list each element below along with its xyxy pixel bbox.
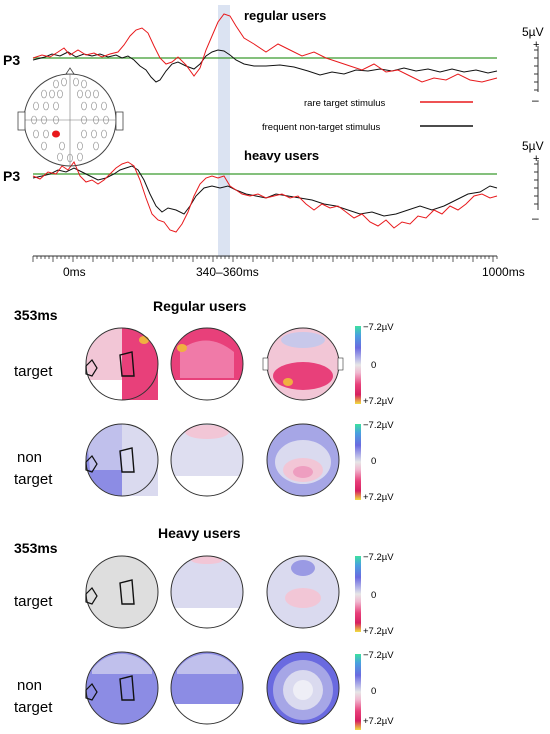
topomap-regular-nontarget-mid (170, 423, 244, 498)
svg-text:+7.2µV: +7.2µV (363, 492, 394, 503)
group-title-regular: Regular users (153, 298, 247, 314)
time-label-start: 0ms (63, 265, 86, 279)
svg-text:0: 0 (371, 456, 376, 467)
color-scale-3: −7.2µV 0 +7.2µV (355, 552, 394, 637)
row-label-heavy-nontarget-1: non (17, 677, 42, 694)
svg-text:+7.2µV: +7.2µV (363, 626, 394, 637)
row-label-regular-target: target (14, 363, 53, 380)
legend-label-target: rare target stimulus (304, 98, 386, 109)
color-scale-2: −7.2µV 0 +7.2µV (355, 420, 394, 503)
svg-text:−7.2µV: −7.2µV (363, 322, 394, 333)
panel-title-heavy: heavy users (244, 148, 319, 163)
row-label-heavy-target: target (14, 593, 53, 610)
topomap-regular-target-mid (170, 327, 244, 402)
svg-text:0: 0 (371, 590, 376, 601)
waveform-regular-target (32, 13, 498, 83)
topomap-heavy-target-mid (170, 555, 244, 630)
group-title-heavy: Heavy users (158, 525, 241, 541)
svg-text:–: – (532, 211, 539, 225)
electrode-head-map (17, 67, 124, 167)
row-label-regular-nontarget-2: target (14, 471, 53, 488)
panel-title-regular: regular users (244, 8, 326, 23)
electrode-label-bottom: P3 (3, 168, 20, 184)
timestamp-heavy: 353ms (14, 540, 58, 556)
p3-electrode-marker (52, 130, 60, 138)
svg-text:+: + (533, 39, 539, 51)
svg-text:–: – (532, 93, 539, 107)
topomap-regular-nontarget-right (266, 423, 340, 497)
topomap-heavy-nontarget-mid (170, 651, 244, 726)
svg-text:−7.2µV: −7.2µV (363, 552, 394, 563)
topomap-regular-nontarget-left (85, 423, 159, 497)
topomap-regular-target-left (85, 327, 159, 401)
waveform-regular-nontarget (32, 49, 498, 83)
color-scale-4: −7.2µV 0 +7.2µV (355, 650, 394, 730)
waveform-heavy-target (32, 161, 498, 233)
svg-text:−7.2µV: −7.2µV (363, 420, 394, 431)
svg-text:+: + (533, 153, 539, 165)
time-label-end: 1000ms (482, 265, 525, 279)
svg-text:0: 0 (371, 686, 376, 697)
row-label-regular-nontarget-1: non (17, 449, 42, 466)
svg-text:5µV: 5µV (522, 139, 544, 153)
topomap-heavy-nontarget-left (85, 651, 159, 725)
svg-text:5µV: 5µV (522, 25, 544, 39)
row-label-heavy-nontarget-2: target (14, 699, 53, 716)
svg-text:+7.2µV: +7.2µV (363, 396, 394, 407)
legend-label-nontarget: frequent non-target stimulus (262, 122, 381, 133)
topomap-regular-target-right (262, 327, 344, 401)
amplitude-scale-top: 5µV + – (522, 25, 544, 107)
color-scale-1: −7.2µV 0 +7.2µV (355, 322, 394, 407)
electrode-label-top: P3 (3, 52, 20, 68)
topomap-heavy-nontarget-right (266, 651, 340, 725)
topomap-heavy-target-right (266, 555, 340, 629)
time-window-highlight (218, 5, 230, 257)
time-label-window: 340–360ms (196, 265, 259, 279)
timestamp-regular: 353ms (14, 307, 58, 323)
svg-text:−7.2µV: −7.2µV (363, 650, 394, 661)
svg-text:0: 0 (371, 360, 376, 371)
amplitude-scale-bottom: 5µV + – (522, 139, 544, 225)
topomap-heavy-target-left (85, 555, 159, 629)
svg-text:+7.2µV: +7.2µV (363, 716, 394, 727)
time-axis: 0ms 340–360ms 1000ms (32, 255, 525, 279)
waveform-heavy-nontarget (32, 165, 498, 217)
